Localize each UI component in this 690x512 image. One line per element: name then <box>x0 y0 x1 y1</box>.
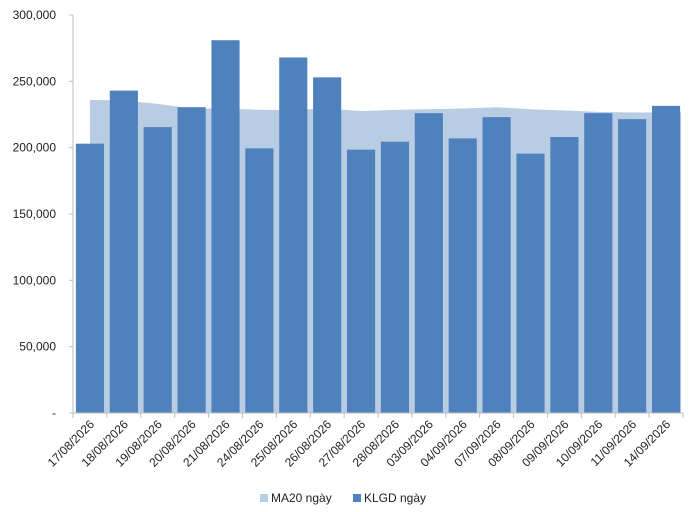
volume-bar-3 <box>177 107 206 413</box>
volume-bar-15 <box>584 113 613 413</box>
volume-bar-9 <box>380 141 410 414</box>
volume-bar-14 <box>550 137 579 413</box>
legend-swatch-ma20 <box>260 494 268 502</box>
y-tick-labels: - 50,000 100,000 150,000 200,000 250,000 300,0… <box>13 8 57 420</box>
volume-bar-0 <box>75 143 105 414</box>
volume-bar-8 <box>346 149 376 413</box>
volume-bar-2 <box>143 127 172 413</box>
y-tick-label: 200,000 <box>13 141 57 155</box>
volume-bar-6 <box>279 57 308 413</box>
volume-bar-16 <box>618 119 647 413</box>
y-tick-label: 150,000 <box>13 207 57 221</box>
y-tick-label: - <box>52 406 56 420</box>
volume-bar-13 <box>516 153 545 414</box>
y-tick-label: 100,000 <box>13 273 57 287</box>
legend-label-klgd: KLGD ngày <box>364 491 426 505</box>
volume-bar-10 <box>414 113 443 413</box>
legend-swatch-klgd <box>353 494 361 502</box>
volume-bar-11 <box>448 138 477 413</box>
volume-bar-7 <box>313 77 342 413</box>
y-tick-label: 300,000 <box>13 8 57 22</box>
y-tick-label: 50,000 <box>19 340 56 354</box>
volume-bar-5 <box>245 148 274 413</box>
volume-bar-4 <box>211 40 240 413</box>
volume-bar-1 <box>109 90 138 414</box>
x-tick-labels: 17/08/202618/08/202619/08/202620/08/2026… <box>45 417 674 470</box>
volume-bar-12 <box>482 117 511 414</box>
legend: MA20 ngày KLGD ngày <box>260 491 426 505</box>
volume-bar-layer <box>75 40 681 414</box>
y-tick-label: 250,000 <box>13 74 57 88</box>
volume-bar-17 <box>651 105 681 414</box>
legend-label-ma20: MA20 ngày <box>271 491 332 505</box>
axes <box>69 14 684 418</box>
